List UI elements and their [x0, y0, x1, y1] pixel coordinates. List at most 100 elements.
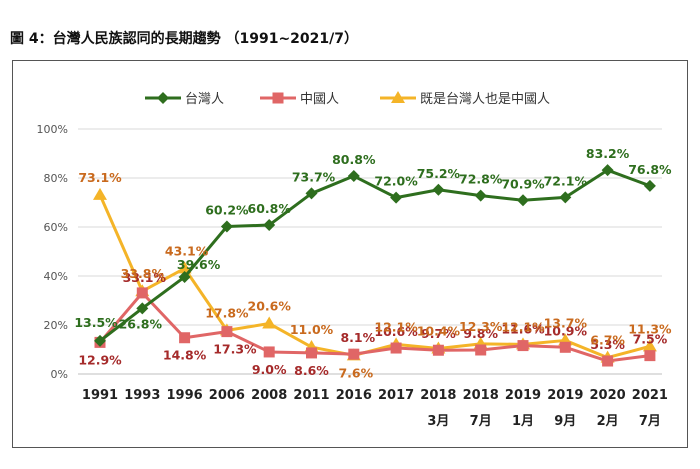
data-label: 72.1% [544, 173, 588, 188]
data-point [643, 179, 656, 192]
legend-label: 既是台灣人也是中國人 [420, 92, 550, 107]
data-label: 6.7% [590, 333, 625, 348]
data-point [474, 189, 487, 202]
y-axis-ticks: 0% 20% 40% 60% 80% 100% [37, 123, 68, 381]
data-label: 11.0% [290, 322, 334, 337]
x-tick-year: 2008 [251, 388, 287, 403]
data-label: 39.6% [177, 257, 221, 272]
data-label: 11.6% [501, 322, 545, 337]
data-label: 8.1% [340, 330, 375, 345]
data-label: 43.1% [165, 243, 209, 258]
data-label: 13.7% [544, 315, 588, 330]
data-label: 7.5% [633, 332, 668, 347]
figure-title: 圖 4：台灣人民族認同的長期趨勢 （1991~2021/7） [10, 31, 359, 47]
data-point [517, 194, 529, 207]
x-tick-year: 2018 [420, 388, 456, 403]
data-point [136, 302, 149, 315]
x-tick-year: 2011 [293, 388, 329, 403]
data-point [390, 191, 403, 204]
data-label: 72.0% [374, 174, 418, 189]
data-label: 73.7% [292, 169, 336, 184]
data-point [559, 341, 571, 353]
data-label: 80.8% [332, 152, 376, 167]
legend-label: 中國人 [300, 92, 339, 107]
data-labels: 13.5% 26.8% 39.6% 60.2%60.8% 73.7% 80.8% 72.0%… [74, 146, 672, 380]
data-point [390, 342, 402, 354]
series-line-0 [99, 168, 651, 343]
series-line-1 [98, 291, 651, 363]
data-point [475, 344, 487, 356]
data-label: 72.8% [459, 172, 503, 187]
grid-lines [78, 128, 662, 375]
x-tick-year: 2016 [336, 388, 372, 403]
data-label: 26.8% [119, 316, 163, 331]
data-point [263, 346, 275, 358]
data-point [306, 347, 317, 359]
data-point [221, 326, 233, 338]
data-label: 33.1% [123, 270, 167, 285]
data-label: 83.2% [586, 146, 630, 161]
legend-marker [272, 92, 284, 104]
data-label: 14.8% [163, 348, 207, 363]
x-tick-year: 2006 [209, 388, 245, 403]
data-point [347, 170, 360, 183]
y-tick-label: 80% [44, 172, 68, 185]
x-tick-month: 3月 [427, 414, 449, 429]
data-label: 12.1% [374, 319, 418, 334]
data-point [305, 187, 318, 200]
data-label: 12.9% [78, 352, 122, 367]
data-point [262, 316, 277, 329]
x-tick-year: 2021 [632, 388, 668, 403]
data-label: 17.3% [213, 342, 257, 357]
data-label: 75.2% [417, 166, 461, 181]
x-tick-year: 2017 [378, 388, 414, 403]
x-tick-year: 1991 [82, 388, 118, 403]
data-label: 70.9% [501, 176, 545, 191]
data-label: 12.1% [501, 319, 545, 334]
series-group [93, 164, 657, 367]
data-point [602, 355, 614, 367]
x-tick-month: 1月 [512, 414, 534, 429]
x-tick-year: 2020 [590, 388, 626, 403]
data-label: 9.7% [421, 326, 456, 341]
data-point [93, 187, 107, 200]
x-tick-month: 2月 [597, 414, 619, 429]
data-label: 13.5% [74, 315, 118, 330]
x-tick-month: 9月 [554, 414, 576, 429]
data-point [644, 350, 656, 362]
y-tick-label: 100% [37, 123, 68, 136]
data-label: 76.8% [628, 162, 672, 177]
data-point [432, 183, 445, 196]
data-label: 9.8% [463, 326, 498, 341]
legend-marker [391, 91, 405, 103]
x-axis-ticks: 1991 1993 1996 2006 2008 2011 2016 2017 2018 3月 20… [82, 388, 668, 429]
data-label: 60.2% [205, 203, 249, 218]
data-label: 17.8% [205, 305, 249, 320]
y-tick-label: 20% [44, 319, 68, 332]
data-point [559, 191, 572, 204]
data-label: 10.4% [417, 324, 461, 339]
data-point [178, 270, 191, 283]
x-tick-year: 1996 [167, 388, 203, 403]
data-label: 5.3% [590, 337, 625, 352]
data-label: 33.8% [121, 266, 165, 281]
data-label: 9.0% [252, 362, 287, 377]
data-point [642, 339, 657, 352]
y-tick-label: 40% [44, 270, 68, 283]
data-label: 10.6% [374, 324, 418, 339]
x-tick-month: 7月 [639, 414, 661, 429]
x-tick-year: 1993 [124, 388, 160, 403]
x-tick-year: 2019 [505, 388, 541, 403]
x-tick-month: 7月 [470, 414, 492, 429]
legend-label: 台灣人 [185, 92, 224, 107]
data-label: 7.6% [338, 365, 373, 380]
data-point [263, 219, 276, 232]
data-label: 11.3% [628, 321, 672, 336]
data-point [348, 348, 360, 360]
data-label: 12.3% [459, 319, 503, 334]
data-label: 73.1% [78, 170, 122, 185]
data-point [179, 332, 191, 344]
data-point [432, 344, 444, 356]
data-point [220, 220, 233, 233]
